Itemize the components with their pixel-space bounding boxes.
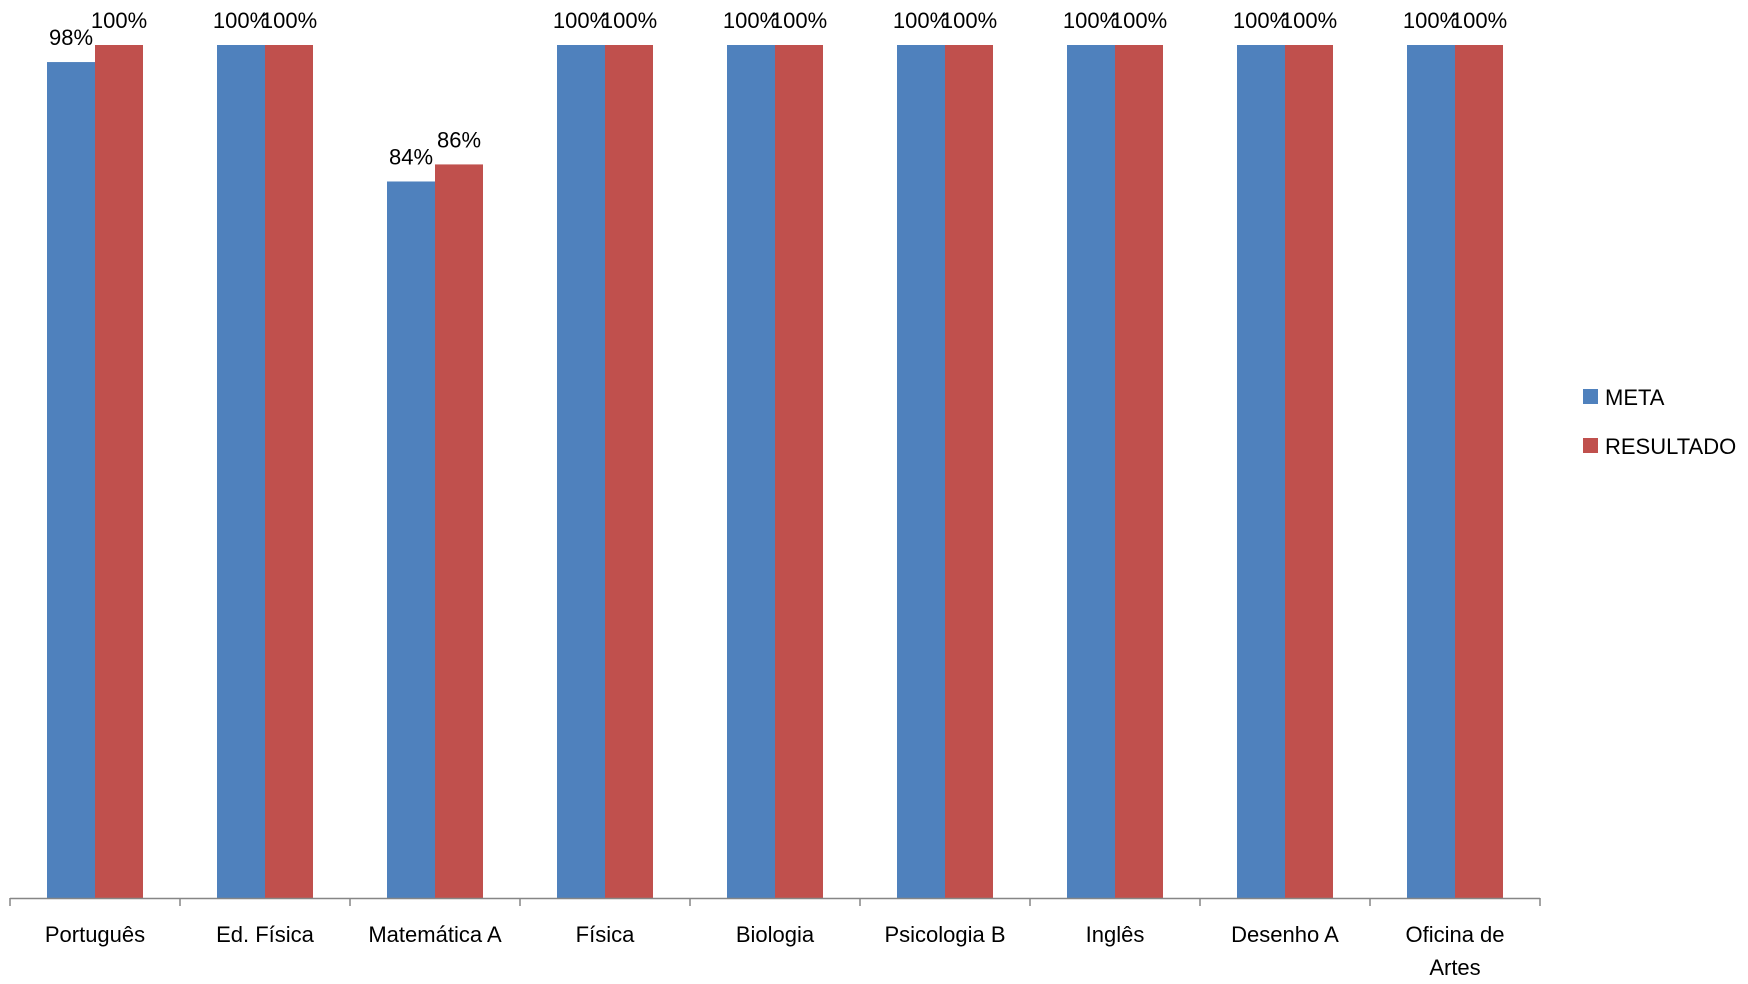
data-label-meta-0: 98% xyxy=(49,25,93,50)
legend-swatch-resultado xyxy=(1583,438,1598,453)
x-tick-label-0: Português xyxy=(45,922,145,947)
bar-resultado-1 xyxy=(265,45,313,898)
bar-meta-2 xyxy=(387,181,435,899)
bar-resultado-2 xyxy=(435,164,483,899)
x-tick-label-2: Matemática A xyxy=(368,922,502,947)
data-label-meta-4: 100% xyxy=(723,8,779,33)
bar-meta-4 xyxy=(727,45,775,898)
bar-resultado-6 xyxy=(1115,45,1163,898)
data-label-meta-1: 100% xyxy=(213,8,269,33)
x-tick-label-8: Oficina de Artes xyxy=(1405,922,1504,979)
bar-meta-7 xyxy=(1237,45,1285,898)
bar-meta-5 xyxy=(897,45,945,898)
data-label-meta-3: 100% xyxy=(553,8,609,33)
data-label-meta-8: 100% xyxy=(1403,8,1459,33)
bar-meta-6 xyxy=(1067,45,1115,898)
x-tick-label-4: Biologia xyxy=(736,922,815,947)
bar-resultado-7 xyxy=(1285,45,1333,898)
bar-resultado-4 xyxy=(775,45,823,898)
data-label-resultado-6: 100% xyxy=(1111,8,1167,33)
bar-meta-8 xyxy=(1407,45,1455,898)
x-tick-label-3: Física xyxy=(576,922,635,947)
x-tick-label-7: Desenho A xyxy=(1231,922,1339,947)
data-label-resultado-1: 100% xyxy=(261,8,317,33)
bar-meta-3 xyxy=(557,45,605,898)
data-labels: 98%100% 100%100%84%86%100%100% 100%100% 100… xyxy=(49,8,1507,169)
data-label-meta-2: 84% xyxy=(389,144,433,169)
bar-meta-1 xyxy=(217,45,265,898)
x-tick-label-5: Psicologia B xyxy=(884,922,1005,947)
bar-meta-0 xyxy=(47,62,95,899)
data-label-resultado-2: 86% xyxy=(437,127,481,152)
legend-swatch-meta xyxy=(1583,389,1598,404)
data-label-meta-6: 100% xyxy=(1063,8,1119,33)
data-label-resultado-8: 100% xyxy=(1451,8,1507,33)
bars-layer xyxy=(47,45,1503,899)
data-label-meta-5: 100% xyxy=(893,8,949,33)
x-tick-label-6: Inglês xyxy=(1086,922,1145,947)
bar-resultado-0 xyxy=(95,45,143,898)
legend: META RESULTADO xyxy=(1583,385,1736,459)
x-tick-label-1: Ed. Física xyxy=(216,922,315,947)
bar-resultado-5 xyxy=(945,45,993,898)
legend-label-resultado: RESULTADO xyxy=(1605,434,1736,459)
legend-label-meta: META xyxy=(1605,385,1665,410)
data-label-resultado-7: 100% xyxy=(1281,8,1337,33)
data-label-resultado-0: 100% xyxy=(91,8,147,33)
data-label-meta-7: 100% xyxy=(1233,8,1289,33)
data-label-resultado-5: 100% xyxy=(941,8,997,33)
bar-resultado-3 xyxy=(605,45,653,898)
data-label-resultado-3: 100% xyxy=(601,8,657,33)
x-axis: Português Ed. Física Matemática A Física Bio… xyxy=(9,897,1541,980)
data-label-resultado-4: 100% xyxy=(771,8,827,33)
bar-resultado-8 xyxy=(1455,45,1503,898)
